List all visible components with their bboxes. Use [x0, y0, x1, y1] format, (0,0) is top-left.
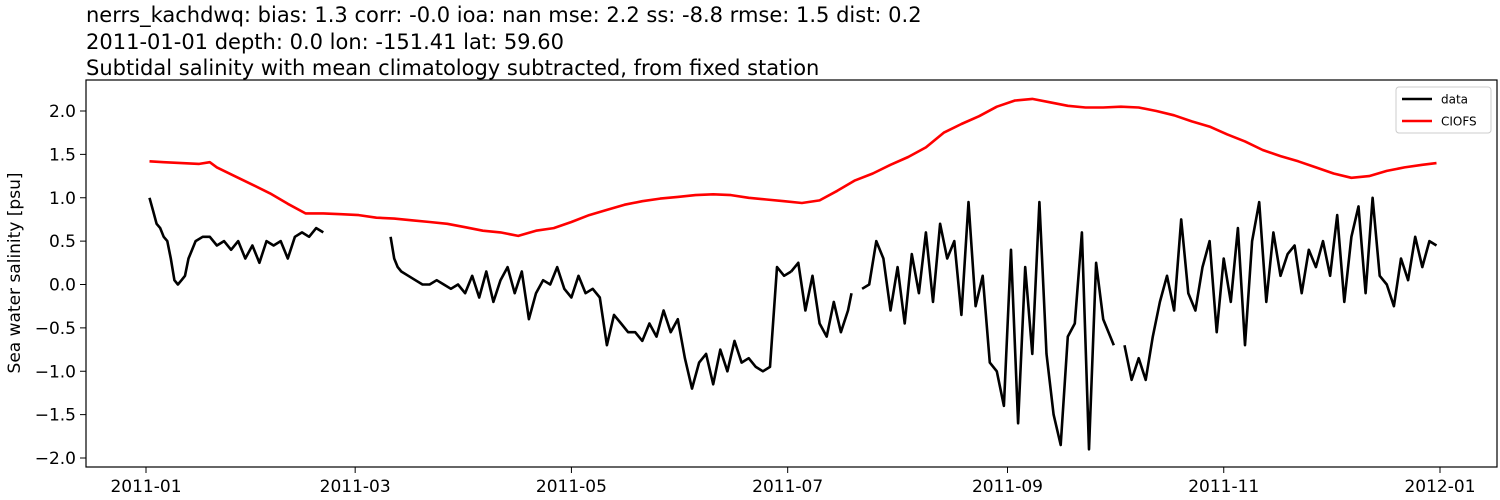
data-series-line	[790, 261, 853, 338]
ciofs-series-line	[149, 97, 1437, 238]
data-series-line	[389, 236, 792, 390]
y-tick-label: 0.5	[49, 232, 76, 252]
chart-title-description: Subtidal salinity with mean climatology …	[86, 56, 820, 80]
y-tick-label: −1.5	[35, 406, 76, 426]
y-tick-label: −2.0	[35, 449, 76, 469]
data-series-line	[861, 200, 1116, 451]
x-tick-label: 2011-07	[752, 477, 823, 497]
data-series-line	[148, 197, 324, 286]
x-tick-label: 2011-01	[110, 477, 181, 497]
chart-title-metrics: nerrs_kachdwq: bias: 1.3 corr: -0.0 ioa:…	[86, 3, 922, 27]
x-tick-label: 2011-05	[536, 477, 607, 497]
series-layer	[148, 97, 1438, 451]
x-tick-label: 2011-11	[1188, 477, 1259, 497]
y-axis-label: Sea water salinity [psu]	[5, 173, 25, 374]
y-tick-label: −1.0	[35, 362, 76, 382]
x-tick-label: 2011-03	[320, 477, 391, 497]
legend-data-label: data	[1441, 93, 1468, 107]
x-tick-label: 2011-09	[972, 477, 1043, 497]
y-tick-label: −0.5	[35, 319, 76, 339]
x-tick-label: 2012-01	[1404, 477, 1475, 497]
legend-ciofs-label: CIOFS	[1441, 115, 1477, 129]
y-tick-label: 0.0	[49, 276, 76, 296]
data-series-line	[1123, 196, 1438, 382]
chart-title-station: 2011-01-01 depth: 0.0 lon: -151.41 lat: …	[86, 30, 564, 54]
y-tick-label: 1.0	[49, 189, 76, 209]
x-axis: 2011-01 2011-03 2011-05 2011-07 2011-09 2011-…	[110, 467, 1476, 497]
plot-frame	[85, 79, 1498, 468]
y-axis: −2.0 −1.5 −1.0 −0.5 0.0 0.5 1.0 1.5 2.0	[35, 102, 86, 469]
y-tick-label: 1.5	[49, 145, 76, 165]
legend: data CIOFS	[1395, 86, 1492, 134]
y-tick-label: 2.0	[49, 102, 76, 122]
